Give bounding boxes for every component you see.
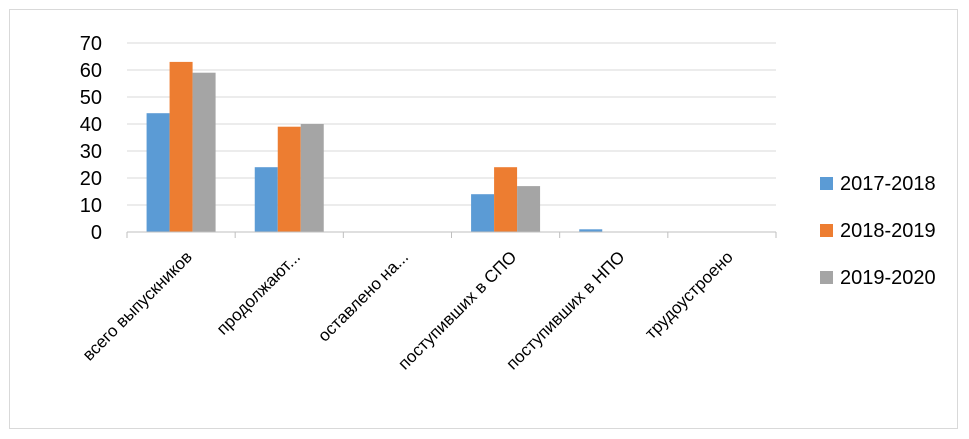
legend-label: 2017-2018 xyxy=(840,173,936,195)
category-label: оставлено на... xyxy=(314,247,412,345)
y-tick-label: 70 xyxy=(80,33,102,55)
legend-label: 2019-2020 xyxy=(840,267,936,289)
bars xyxy=(146,61,603,233)
legend-swatch xyxy=(820,224,833,237)
legend-swatch xyxy=(820,271,833,284)
x-axis xyxy=(126,231,777,238)
y-tick-label: 0 xyxy=(91,222,102,244)
y-axis-ticks: 0 10 20 30 40 50 60 70 xyxy=(80,33,102,244)
category-label: продолжают... xyxy=(213,247,304,338)
legend: 2017-2018 2018-2019 2019-2020 xyxy=(820,173,936,289)
category-label: поступивших в СПО xyxy=(394,247,520,373)
y-tick-label: 10 xyxy=(80,195,102,217)
bar xyxy=(146,113,170,232)
bar xyxy=(471,194,495,232)
category-labels: всего выпускников продолжают... оставлено … xyxy=(79,247,737,373)
legend-label: 2018-2019 xyxy=(840,220,936,242)
y-tick-label: 50 xyxy=(80,87,102,109)
y-tick-label: 40 xyxy=(80,114,102,136)
bar xyxy=(579,229,603,232)
y-tick-label: 20 xyxy=(80,168,102,190)
y-tick-label: 30 xyxy=(80,141,102,163)
bar xyxy=(254,167,278,232)
bar xyxy=(277,126,301,232)
category-label: трудоустроено xyxy=(641,247,736,342)
bar xyxy=(300,124,324,232)
bar xyxy=(192,72,216,232)
y-tick-label: 60 xyxy=(80,60,102,82)
bar xyxy=(169,61,193,233)
category-label: всего выпускников xyxy=(79,247,196,364)
legend-swatch xyxy=(820,177,833,190)
bar xyxy=(494,167,518,232)
gridlines xyxy=(127,42,776,206)
bar xyxy=(517,186,541,232)
category-label: поступивших в НПО xyxy=(503,247,629,373)
